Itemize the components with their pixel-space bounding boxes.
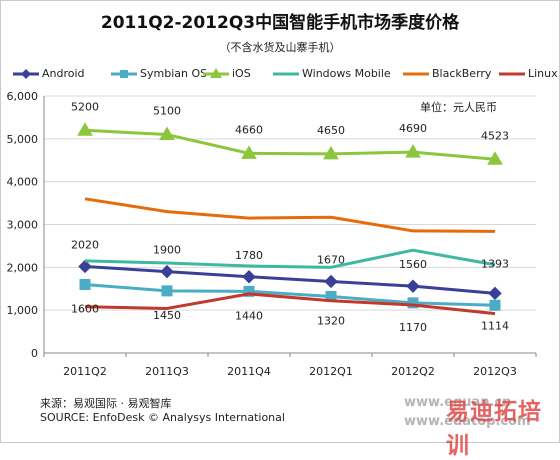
y-tick-label: 2,000 (7, 261, 39, 274)
data-point-ios (159, 126, 175, 141)
data-point-symbian-os (407, 297, 419, 309)
data-point-ios (241, 145, 257, 159)
data-point-symbian-os (79, 278, 91, 290)
data-point-android (160, 264, 174, 279)
data-label-android: 1560 (399, 258, 427, 271)
logo-text: 易迪拓培训 (446, 399, 542, 459)
data-point-android (406, 279, 420, 293)
legend-label-ios: iOS (232, 67, 251, 80)
data-point-symbian-os (489, 299, 501, 311)
legend-swatch-linux (499, 72, 525, 76)
data-label-symbian-os: 1170 (399, 321, 427, 334)
data-label-symbian-os: 1450 (153, 309, 181, 322)
data-point-android (324, 274, 338, 289)
data-label-android: 1670 (317, 253, 345, 266)
data-label-android: 1900 (153, 244, 181, 257)
legend-label-windows-mobile: Windows Mobile (302, 67, 391, 80)
data-point-android (78, 259, 92, 274)
data-label-symbian-os: 1114 (481, 319, 509, 332)
x-tick-label: 2011Q2 (63, 365, 107, 378)
source-cn: 来源：易观国际 · 易观智库 (40, 397, 172, 410)
data-label-android: 1780 (235, 249, 263, 262)
data-label-symbian-os: 1600 (71, 302, 99, 315)
legend-swatch-symbian-os (111, 70, 137, 78)
x-tick-label: 2011Q4 (227, 365, 271, 378)
y-tick-label: 3,000 (7, 219, 39, 232)
x-tick-label: 2011Q3 (145, 365, 189, 378)
series-line-blackberry (84, 197, 496, 233)
data-point-ios (77, 122, 93, 136)
y-tick-label: 4,000 (7, 176, 39, 189)
x-tick-label: 2012Q2 (391, 365, 435, 378)
series-line-ios (84, 128, 496, 161)
data-label-symbian-os: 1320 (317, 314, 345, 327)
series-line-android (84, 264, 496, 295)
watermark-edatop: www.edatop.com (404, 414, 531, 429)
source-en: SOURCE: EnfoDesk © Analysys Internationa… (40, 411, 285, 424)
series-line-symbian-os (84, 282, 496, 307)
data-point-symbian-os (161, 285, 173, 297)
data-point-ios (405, 144, 421, 158)
y-tick-label: 6,000 (7, 90, 39, 103)
chart-legend: Android Symbian OS iOS Windows Mobile BlackB… (12, 66, 558, 82)
data-point-symbian-os (243, 285, 255, 297)
chart-subtitle: （不含水货及山寨手机） (219, 41, 341, 54)
data-label-ios: 5200 (71, 100, 99, 113)
data-label-android: 1393 (481, 257, 509, 270)
legend-label-linux: Linux (528, 67, 558, 80)
data-label-ios: 4660 (235, 123, 263, 136)
legend-swatch-ios (203, 68, 229, 78)
data-label-ios: 4690 (399, 122, 427, 135)
legend-label-blackberry: BlackBerry (432, 67, 492, 80)
y-tick-label: 1,000 (7, 304, 39, 317)
y-tick-label: 5,000 (7, 133, 39, 146)
legend-swatch-blackberry (403, 72, 429, 76)
watermark-eguan: www.eguan.cn (404, 395, 512, 410)
legend-swatch-android (13, 69, 39, 79)
data-point-android (242, 270, 256, 284)
data-label-ios: 5100 (153, 105, 181, 118)
series-line-windows-mobile (84, 248, 496, 269)
legend-label-symbian-os: Symbian OS (140, 67, 208, 80)
data-label-ios: 4650 (317, 124, 345, 137)
data-label-ios: 4523 (481, 129, 509, 142)
series-line-linux (84, 292, 496, 316)
data-point-android (488, 286, 502, 301)
y-tick-label: 0 (31, 347, 38, 360)
unit-label: 单位：元人民币 (420, 101, 497, 114)
x-tick-label: 2012Q3 (473, 365, 517, 378)
data-label-android: 2020 (71, 238, 99, 251)
legend-swatch-windows-mobile (273, 72, 299, 76)
chart-title: 2011Q2-2012Q3中国智能手机市场季度价格 (100, 13, 460, 33)
data-point-ios (323, 145, 339, 160)
x-tick-label: 2012Q1 (309, 365, 353, 378)
legend-label-android: Android (42, 67, 85, 80)
plot-area: 0 1,000 2,000 3,000 4,000 5,000 6,000 2011Q2 201… (7, 90, 537, 378)
data-label-symbian-os: 1440 (235, 309, 263, 322)
data-point-ios (487, 151, 503, 165)
